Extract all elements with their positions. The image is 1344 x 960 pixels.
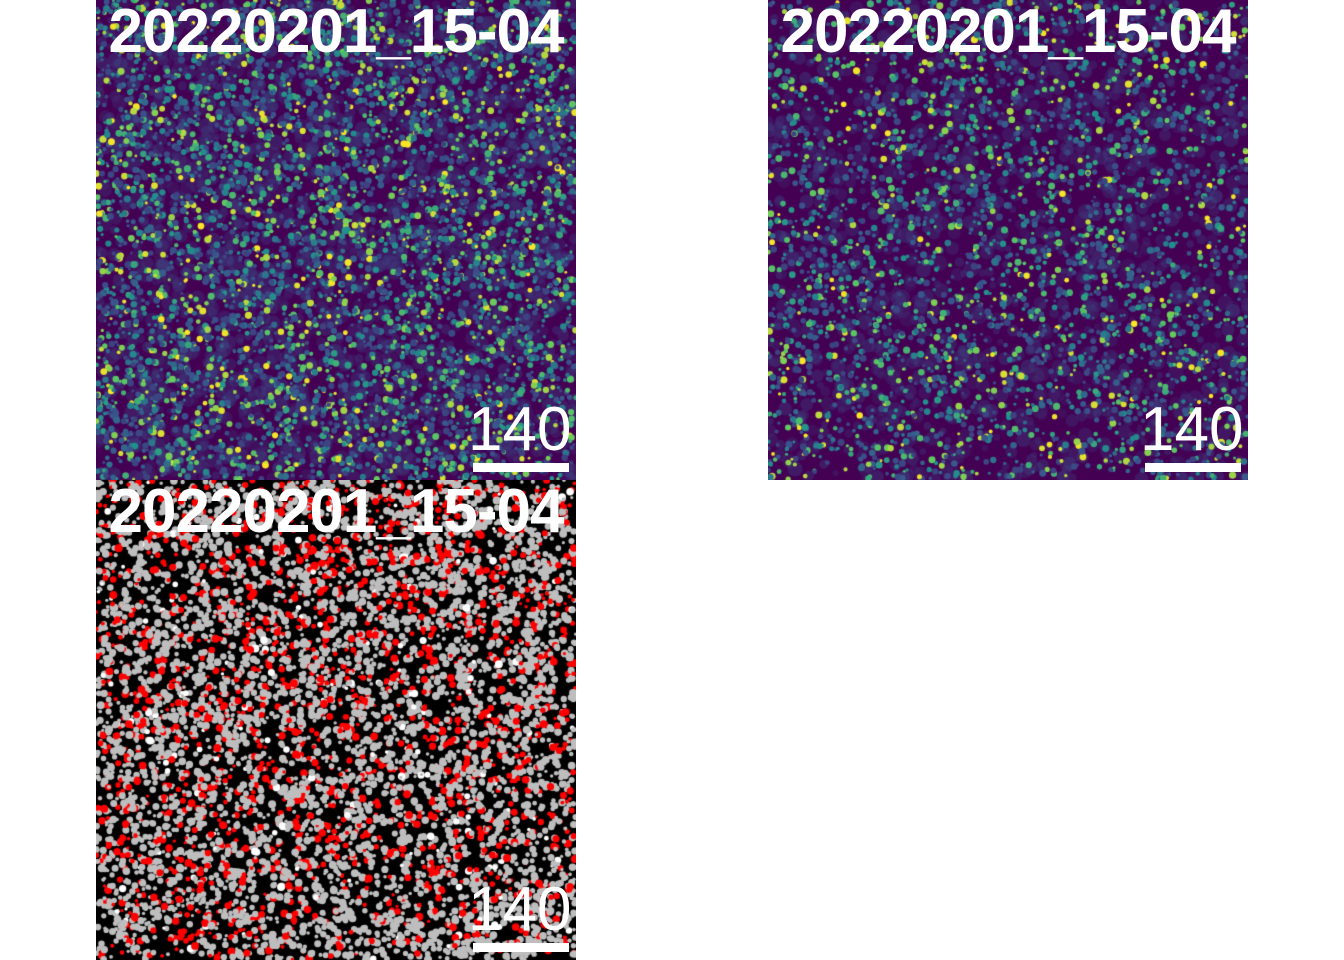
scalebar-label: 140 [468,875,572,944]
microscopy-image [96,0,576,480]
panel-title: 20220201_15-04 [108,0,565,66]
intensity-image-panel-1: 20220201_15-04 140 [96,0,576,480]
scalebar-label: 140 [1140,395,1244,464]
microscopy-image [768,0,1248,480]
scalebar [473,943,569,952]
scalebar [473,463,569,472]
segmentation-mask-panel: 20220201_15-04 140 [96,480,576,960]
panel-title: 20220201_15-04 [108,480,565,546]
cell-mask-image [96,480,576,960]
scalebar-label: 140 [468,395,572,464]
intensity-image-panel-2: 20220201_15-04 140 [768,0,1248,480]
panel-title: 20220201_15-04 [780,0,1237,66]
scalebar [1145,463,1241,472]
